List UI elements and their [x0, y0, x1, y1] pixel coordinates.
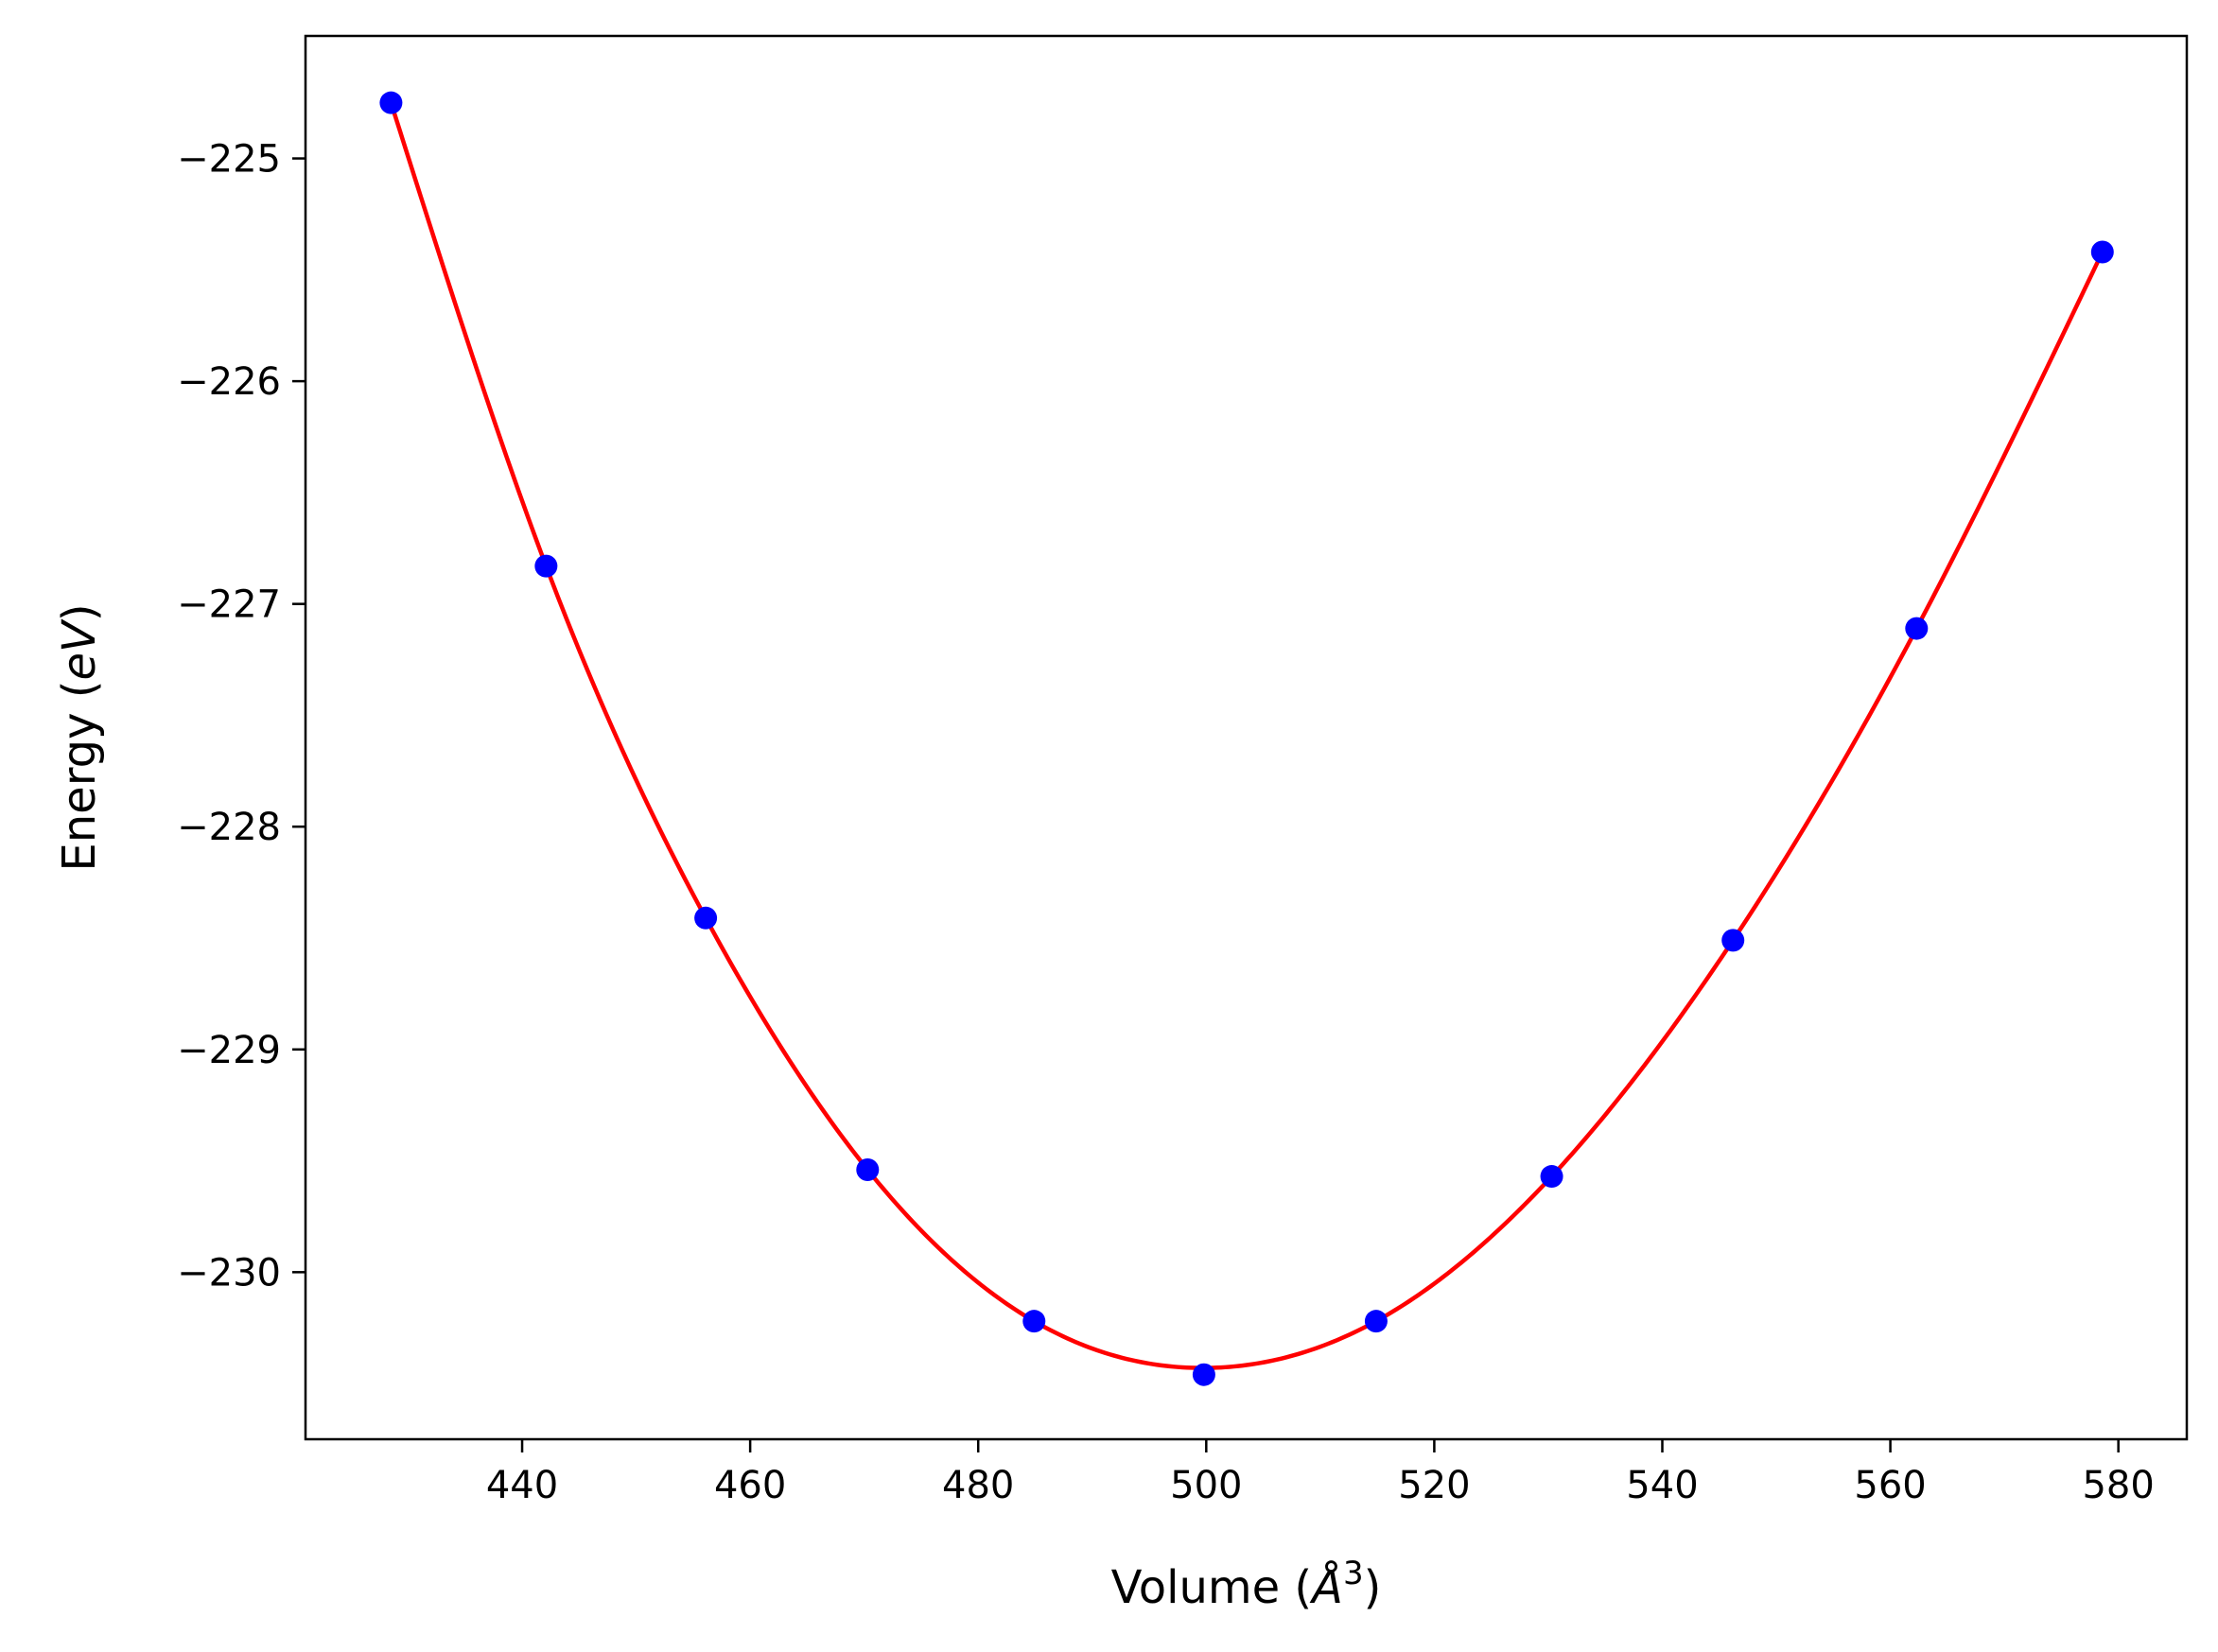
x-tick-label: 500 — [1170, 1464, 1242, 1507]
data-point — [1022, 1310, 1046, 1333]
x-label-text: Volume ( — [1111, 1561, 1313, 1614]
data-point — [2090, 240, 2114, 264]
fit-curve — [389, 101, 2104, 1370]
y-axis-ticks: −225 −226 −227 −228 −229 −230 — [177, 138, 306, 1295]
x-label-exponent: 3 — [1343, 1555, 1364, 1592]
x-axis-ticks: 440 460 480 500 520 540 560 580 — [486, 1439, 2155, 1507]
data-point — [694, 906, 718, 930]
x-tick-label: 520 — [1398, 1464, 1470, 1507]
x-tick-label: 580 — [2082, 1464, 2154, 1507]
x-axis-label: Volume (Å3) — [1111, 1555, 1382, 1614]
x-tick-label: 480 — [942, 1464, 1014, 1507]
y-tick-label: −230 — [177, 1251, 281, 1295]
x-tick-label: 560 — [1854, 1464, 1926, 1507]
y-tick-label: −225 — [177, 138, 281, 182]
x-tick-label: 540 — [1626, 1464, 1698, 1507]
x-tick-label: 460 — [714, 1464, 786, 1507]
x-label-symbol: Å — [1309, 1560, 1343, 1614]
plot-content — [379, 91, 2114, 1386]
data-point — [1905, 617, 1929, 640]
y-tick-label: −227 — [177, 583, 281, 627]
y-label-unit: eV — [53, 618, 106, 681]
data-point — [856, 1157, 880, 1181]
y-tick-label: −228 — [177, 806, 281, 849]
y-label-text: Energy ( — [53, 681, 106, 872]
data-point — [379, 91, 403, 114]
x-tick-label: 440 — [486, 1464, 558, 1507]
x-label-text: ) — [1364, 1561, 1382, 1614]
data-point — [1540, 1165, 1563, 1189]
y-tick-label: −229 — [177, 1029, 281, 1072]
data-point — [534, 554, 558, 578]
plot-frame — [304, 34, 2189, 1441]
data-point — [1192, 1363, 1215, 1386]
data-point — [1364, 1310, 1388, 1333]
data-point — [1721, 929, 1745, 952]
y-axis-label: Energy (eV) — [53, 603, 106, 871]
y-tick-label: −226 — [177, 360, 281, 404]
y-label-text: ) — [53, 603, 106, 621]
